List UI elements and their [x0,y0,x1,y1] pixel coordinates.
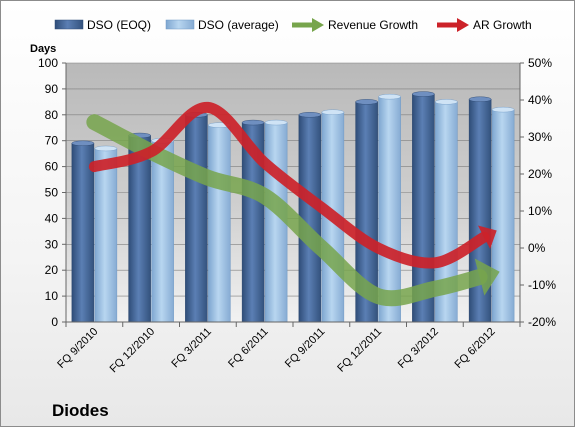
bar-top-dso-average [321,109,345,115]
y-right-tick-label: -10% [528,278,556,292]
y-right-tick-label: 20% [528,167,552,181]
arrowhead-ar-growth [477,225,497,249]
bar-top-dso-eoq [468,96,492,102]
bar-dso-eoq [185,114,208,323]
bar-dso-average [94,148,118,323]
legend-label-revenue-growth: Revenue Growth [328,18,418,32]
x-tick-label: FQ 6/2012 [453,326,498,371]
y-left-tick-label: 10 [45,289,59,303]
x-tick-label: FQ 9/2010 [55,326,100,371]
bar-dso-average [208,124,231,323]
y-left-tick-label: 40 [45,211,59,225]
legend-item-dso-average: DSO (average) [165,18,279,32]
y-left-tick-label: 50 [45,186,59,200]
y-left-tick-label: 90 [45,82,59,96]
bar-top-dso-eoq [412,91,435,97]
bar-dso-average [378,96,401,323]
y-left-tick-label: 80 [45,108,59,122]
y-right-tick-label: -20% [528,315,556,329]
bar-top-dso-average [378,93,401,100]
y-right-tick-label: 10% [528,204,552,218]
bar-top-dso-eoq [71,140,95,146]
legend-item-dso-eoq: DSO (EOQ) [54,18,151,32]
x-tick-label: FQ 9/2011 [283,326,328,371]
x-tick-label: FQ 3/2011 [169,326,214,371]
legend-item-ar-growth: AR Growth [437,18,532,32]
company-label: Diodes [52,401,109,420]
bar-top-dso-average [264,119,288,126]
y-left-tick-label: 70 [45,134,59,148]
bar-top-dso-average [491,106,515,113]
y-axis-left-label: Days [30,43,56,55]
bar-top-dso-average [94,145,118,152]
x-tick-label: FQ 3/2012 [396,326,441,371]
x-tick-label: FQ 12/2011 [335,326,384,375]
y-right-tick-label: 40% [528,93,552,107]
bar-dso-average [491,109,515,323]
legend-label-dso-eoq: DSO (EOQ) [87,18,151,32]
y-left-tick-label: 30 [45,237,59,251]
y-left-tick-label: 20 [45,263,59,277]
arrowhead-revenue-growth [474,258,500,296]
bar-top-dso-eoq [298,112,322,118]
x-tick-label: FQ 6/2011 [226,326,271,371]
y-right-tick-label: 30% [528,130,552,144]
y-right-tick-label: 0% [528,241,546,255]
bar-top-dso-eoq [241,119,265,126]
x-tick-label: FQ 12/2010 [108,326,158,376]
bar-top-dso-average [435,99,458,105]
legend: DSO (EOQ) DSO (average) Revenue Growth A… [54,18,532,32]
y-left-tick-label: 100 [38,56,58,70]
legend-item-revenue-growth: Revenue Growth [292,18,418,32]
legend-label-ar-growth: AR Growth [473,18,532,32]
line-ar-growth [88,101,490,269]
legend-label-dso-average: DSO (average) [198,18,279,32]
y-left-tick-label: 0 [51,315,58,329]
bar-top-dso-eoq [355,99,378,105]
y-right-tick-label: 50% [528,56,552,70]
y-left-tick-label: 60 [45,160,59,174]
